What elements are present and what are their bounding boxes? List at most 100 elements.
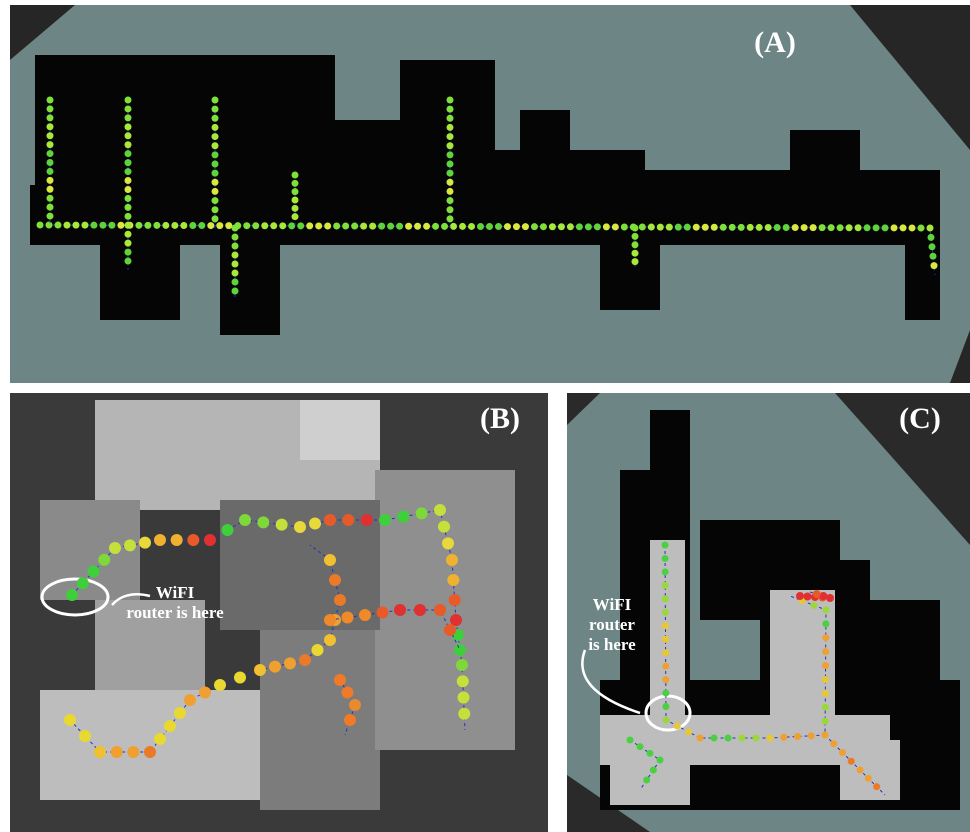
pose-dot — [891, 224, 898, 231]
pose-dot — [684, 224, 691, 231]
pose-dot — [650, 767, 657, 774]
pose-dot — [37, 222, 44, 229]
pose-dot — [458, 692, 470, 704]
pose-dot — [351, 223, 358, 230]
pose-dot — [288, 222, 295, 229]
pose-dot — [662, 542, 669, 549]
pose-dot — [662, 555, 669, 562]
pose-dot — [450, 223, 457, 230]
pose-dot — [804, 593, 812, 601]
pose-dot — [232, 279, 239, 286]
pose-dot — [359, 609, 371, 621]
pose-dot — [47, 204, 54, 211]
pose-dot — [434, 504, 446, 516]
pose-dot — [848, 758, 855, 765]
pose-dot — [447, 188, 454, 195]
pose-dot — [180, 222, 187, 229]
pose-dot — [212, 142, 219, 149]
pose-dot — [447, 142, 454, 149]
pose-dot — [312, 644, 324, 656]
panel-label: (C) — [899, 402, 941, 435]
pose-dot — [144, 746, 156, 758]
pose-dot — [822, 634, 829, 641]
pose-dot — [315, 222, 322, 229]
pose-dot — [47, 97, 54, 104]
pose-dot — [486, 223, 493, 230]
pose-dot — [830, 740, 837, 747]
pose-dot — [94, 746, 106, 758]
pose-dot — [865, 775, 872, 782]
panel-c: WiFIrouteris here (C) — [567, 393, 970, 832]
pose-dot — [284, 657, 296, 669]
pose-dot — [685, 729, 692, 736]
pose-dot — [299, 654, 311, 666]
pose-dot — [294, 521, 306, 533]
pose-dot — [324, 554, 336, 566]
pose-dot — [125, 240, 132, 247]
pose-dot — [639, 224, 646, 231]
pose-dot — [663, 717, 670, 724]
pose-dot — [232, 288, 239, 295]
pose-dot — [774, 224, 781, 231]
pose-dot — [637, 743, 644, 750]
pose-dot — [334, 674, 346, 686]
pose-dot — [447, 115, 454, 122]
pose-dot — [66, 589, 78, 601]
pose-dot — [796, 592, 804, 600]
pose-dot — [270, 222, 277, 229]
pose-dot — [292, 172, 299, 179]
pose-dot — [154, 534, 166, 546]
pose-dot — [212, 170, 219, 177]
pose-dot — [627, 737, 634, 744]
pose-dot — [99, 222, 106, 229]
pose-dot — [662, 663, 669, 670]
pose-dot — [212, 151, 219, 158]
pose-dot — [477, 223, 484, 230]
pose-dot — [447, 215, 454, 222]
pose-dot — [822, 620, 829, 627]
pose-dot — [739, 735, 746, 742]
panel-label: (A) — [754, 26, 796, 59]
pose-dot — [189, 222, 196, 229]
pose-dot — [930, 253, 937, 260]
pose-dot — [232, 270, 239, 277]
pose-dot — [725, 735, 732, 742]
pose-dot — [738, 224, 745, 231]
pose-dot — [324, 222, 331, 229]
pose-dot — [434, 604, 446, 616]
pose-dot — [342, 223, 349, 230]
pose-dot — [90, 222, 97, 229]
panel-label: (B) — [480, 402, 520, 435]
pose-dot — [342, 612, 354, 624]
pose-dot — [928, 234, 935, 241]
pose-dot — [632, 233, 639, 240]
pose-dot — [438, 521, 450, 533]
pose-dot — [225, 222, 232, 229]
pose-dot — [333, 223, 340, 230]
pose-dot — [47, 177, 54, 184]
pose-dot — [127, 746, 139, 758]
pose-dot — [702, 224, 709, 231]
pose-dot — [162, 222, 169, 229]
pose-dot — [232, 243, 239, 250]
pose-dot — [212, 179, 219, 186]
annotation-line: router is here — [126, 603, 224, 622]
pose-dot — [447, 151, 454, 158]
pose-dot — [822, 704, 829, 711]
pose-dot — [111, 746, 123, 758]
pose-dot — [47, 168, 54, 175]
pose-dot — [125, 141, 132, 148]
panel-a: (A) — [10, 5, 970, 383]
pose-dot — [662, 568, 669, 575]
pose-dot — [632, 250, 639, 257]
pose-dot — [449, 594, 461, 606]
pose-dot — [212, 215, 219, 222]
pose-dot — [447, 106, 454, 113]
pose-dot — [232, 234, 239, 241]
pose-dot — [457, 675, 469, 687]
pose-dot — [109, 542, 121, 554]
pose-dot — [306, 222, 313, 229]
pose-dot — [693, 224, 700, 231]
pose-dot — [232, 261, 239, 268]
